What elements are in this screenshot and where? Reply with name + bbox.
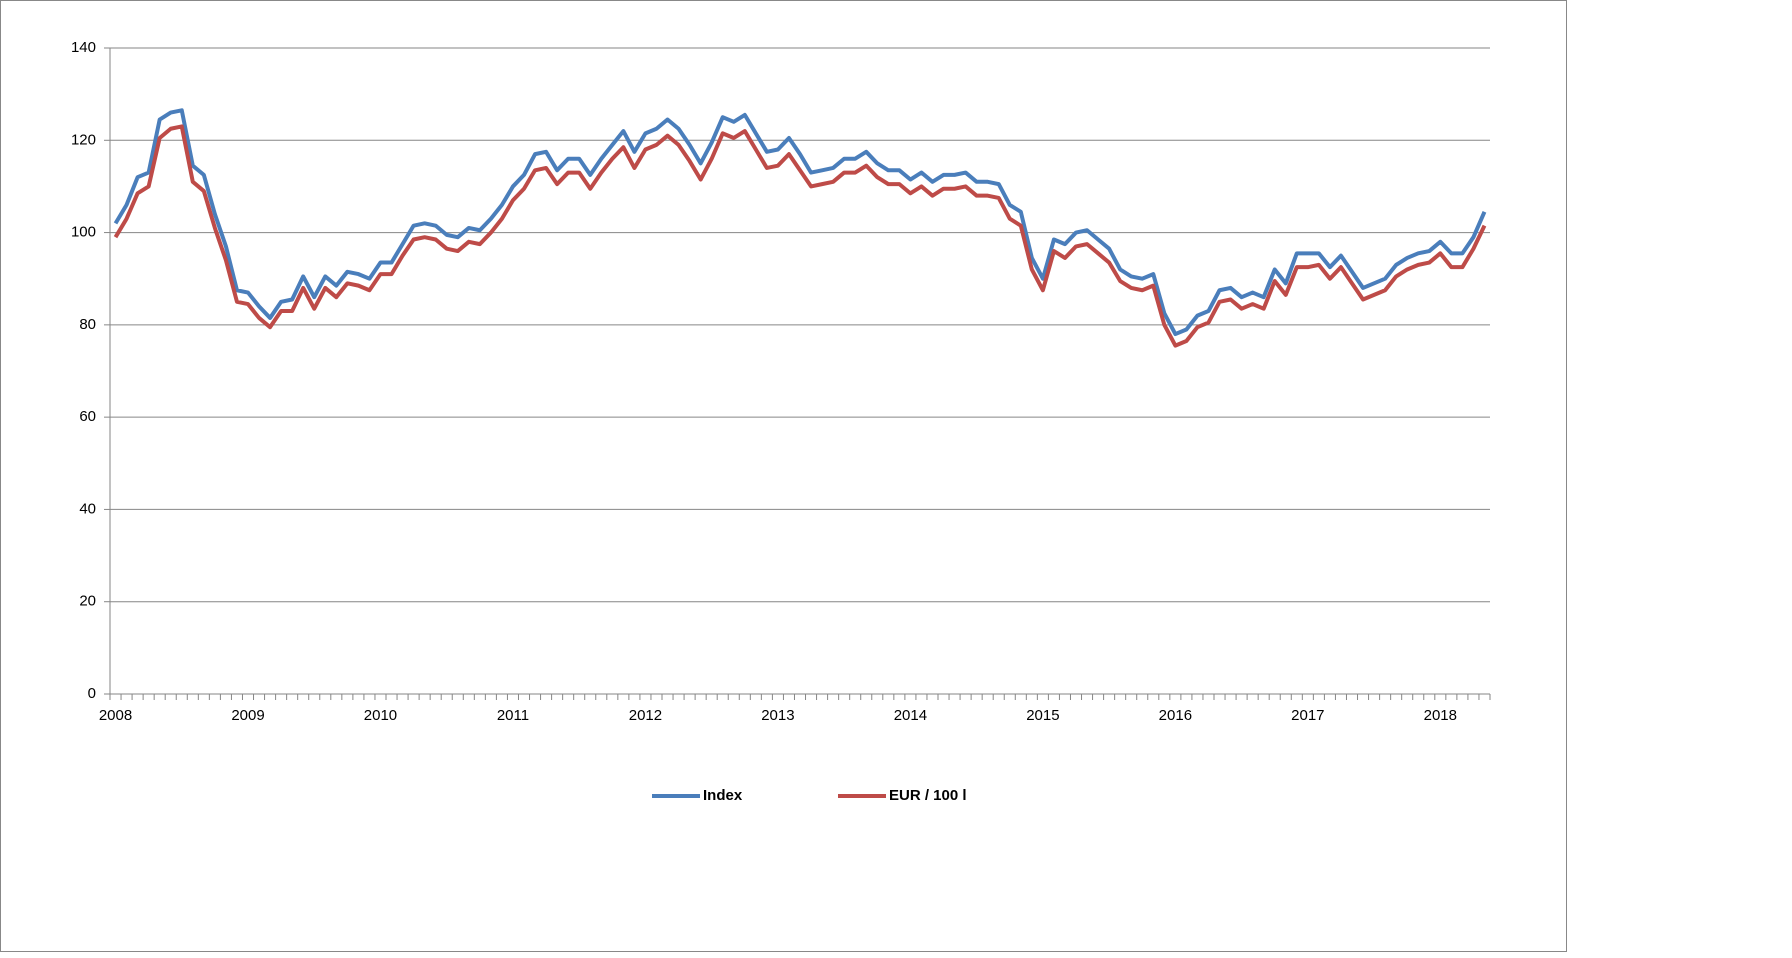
x-tick-label: 2015 xyxy=(1026,707,1059,724)
y-tick-label: 0 xyxy=(88,685,96,702)
legend-label: Index xyxy=(703,787,743,804)
y-tick-label: 80 xyxy=(79,316,96,333)
x-tick-label: 2018 xyxy=(1424,707,1457,724)
y-tick-label: 120 xyxy=(71,131,96,148)
y-tick-label: 140 xyxy=(71,39,96,56)
series-line xyxy=(113,108,1487,337)
y-tick-label: 40 xyxy=(79,500,96,517)
x-tick-label: 2010 xyxy=(364,707,397,724)
series-line xyxy=(113,124,1487,348)
legend-label: EUR / 100 l xyxy=(889,787,967,804)
x-tick-label: 2012 xyxy=(629,707,662,724)
y-tick-label: 100 xyxy=(71,224,96,241)
x-tick-label: 2013 xyxy=(761,707,794,724)
x-tick-label: 2014 xyxy=(894,707,927,724)
x-tick-label: 2009 xyxy=(231,707,264,724)
y-tick-label: 20 xyxy=(79,593,96,610)
x-tick-label: 2017 xyxy=(1291,707,1324,724)
x-tick-label: 2016 xyxy=(1159,707,1192,724)
x-tick-label: 2008 xyxy=(99,707,132,724)
y-tick-label: 60 xyxy=(79,408,96,425)
x-tick-label: 2011 xyxy=(497,707,529,724)
